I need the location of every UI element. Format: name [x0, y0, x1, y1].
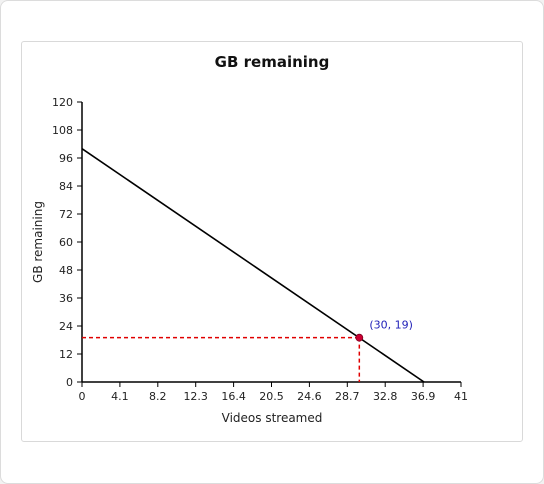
- y-tick-label: 0: [66, 376, 73, 389]
- y-tick-label: 24: [59, 320, 73, 333]
- highlight-label: (30, 19): [369, 319, 413, 332]
- x-tick-label: 24.6: [297, 390, 322, 403]
- chart-title: GB remaining: [215, 53, 330, 71]
- x-tick-label: 32.8: [373, 390, 398, 403]
- x-tick-label: 36.9: [411, 390, 436, 403]
- y-ticks: 0 12 24 36 48 60 72 84 96 108 120: [52, 96, 82, 389]
- series-group: [82, 149, 424, 382]
- y-tick-label: 84: [59, 180, 73, 193]
- series-line: [82, 149, 424, 382]
- y-tick-label: 12: [59, 348, 73, 361]
- highlight-point: [356, 334, 363, 341]
- y-tick-label: 36: [59, 292, 73, 305]
- y-tick-label: 108: [52, 124, 73, 137]
- x-tick-label: 16.4: [221, 390, 246, 403]
- x-tick-label: 4.1: [111, 390, 129, 403]
- x-axis-label: Videos streamed: [222, 411, 323, 425]
- y-axis-label: GB remaining: [31, 201, 45, 283]
- x-tick-label: 28.7: [335, 390, 360, 403]
- y-tick-label: 96: [59, 152, 73, 165]
- x-tick-label: 12.3: [183, 390, 208, 403]
- highlight-group: (30, 19): [82, 319, 413, 382]
- x-tick-label: 20.5: [259, 390, 284, 403]
- y-tick-label: 48: [59, 264, 73, 277]
- x-tick-label: 41: [454, 390, 468, 403]
- x-tick-label: 0: [79, 390, 86, 403]
- x-tick-label: 8.2: [149, 390, 167, 403]
- x-ticks: 0 4.1 8.2 12.3 16.4 20.5 24.6 28.7 32.8 36.9 41: [79, 382, 469, 403]
- y-tick-label: 120: [52, 96, 73, 109]
- y-tick-label: 60: [59, 236, 73, 249]
- y-tick-label: 72: [59, 208, 73, 221]
